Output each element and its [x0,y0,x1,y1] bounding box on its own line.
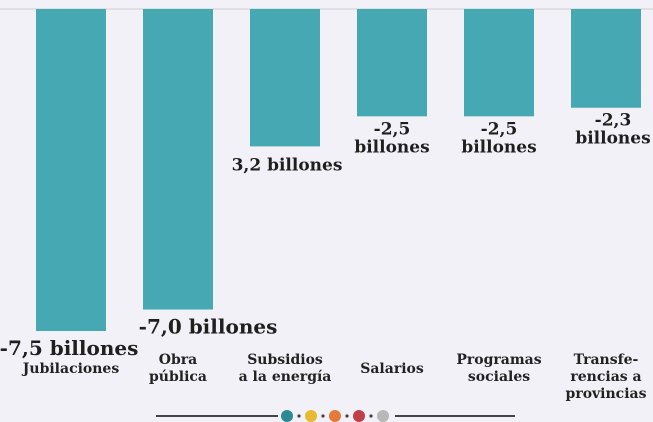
footer-sep-dot-2 [321,414,325,418]
footer-sep-dot-1 [297,414,301,418]
value-label-1: -7,5 billones [0,336,138,360]
category-label-5: Programas sociales [456,352,541,385]
category-label-4: Salarios [360,361,424,377]
footer-decoration [156,410,515,422]
category-label-3: Subsidios a la energía [239,352,332,385]
bar-2 [143,9,213,310]
value-labels-layer: -7,5 billones-7,0 billones 3,2 billones -2… [0,111,651,360]
bar-6 [571,9,641,108]
value-label-3: 3,2 billones [232,155,343,175]
bar-5 [464,9,534,117]
bars-layer [36,9,641,331]
footer-dot-3 [329,410,341,422]
value-label-6: -2,3 billones [575,111,650,149]
footer-dot-4 [353,410,365,422]
category-label-1: Jubilaciones [21,361,120,377]
footer-dot-2 [305,410,317,422]
category-label-2: Obra pública [149,352,207,385]
value-label-2: -7,0 billones [139,315,278,339]
value-label-4: -2,5 billones [354,119,429,157]
category-label-6: Transfe-rencias a provincias [566,352,647,402]
bar-4 [357,9,427,117]
footer-dot-5 [377,410,389,422]
value-label-5: -2,5 billones [461,119,536,157]
bar-1 [36,9,106,331]
footer-sep-dot-4 [369,414,373,418]
bar-3 [250,9,320,147]
footer-sep-dot-3 [345,414,349,418]
footer-dot-1 [281,410,293,422]
category-labels-layer: Jubilaciones Obra pública Subsidios a la ene… [21,352,647,402]
